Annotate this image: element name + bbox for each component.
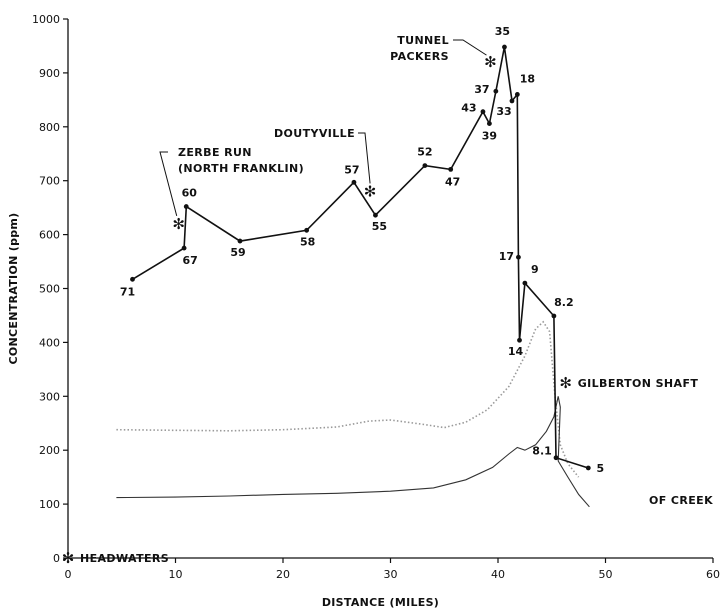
annotation-centralia: TUNNEL xyxy=(397,34,449,47)
x-tick-label: 30 xyxy=(384,568,398,581)
data-point-label: 8.1 xyxy=(532,445,552,458)
data-point xyxy=(237,238,243,244)
data-point-label: 39 xyxy=(482,130,497,143)
data-point xyxy=(422,163,428,169)
x-tick-label: 60 xyxy=(706,568,720,581)
y-tick-label: 400 xyxy=(39,336,60,349)
leader-line xyxy=(453,39,487,56)
y-tick-label: 500 xyxy=(39,283,60,296)
data-point xyxy=(181,245,187,251)
annotation-north-franklin: (NORTH FRANKLIN) xyxy=(178,162,304,175)
data-point xyxy=(351,179,357,185)
data-point-label: 43 xyxy=(461,102,476,115)
doutyville-marker-icon: ✻ xyxy=(364,182,377,200)
data-point xyxy=(522,280,528,286)
packers-marker-icon: ✻ xyxy=(559,374,572,392)
data-point xyxy=(183,204,189,209)
data-point-label: 33 xyxy=(496,105,511,118)
data-point-label: 5 xyxy=(596,462,604,475)
y-tick-label: 700 xyxy=(39,175,60,188)
data-point-label: 67 xyxy=(182,254,197,267)
data-point-label: 18 xyxy=(520,72,535,85)
data-point xyxy=(509,98,515,104)
series-line-thin xyxy=(116,396,590,508)
data-point xyxy=(130,276,135,282)
x-tick-label: 0 xyxy=(65,568,72,581)
x-tick-label: 50 xyxy=(599,568,613,581)
data-point xyxy=(551,313,557,319)
annotation-headwaters: OF CREEK xyxy=(649,494,713,507)
x-axis-title: DISTANCE (MILES) xyxy=(322,596,439,609)
x-tick-label: 20 xyxy=(276,568,290,581)
series-line-dotted xyxy=(116,320,580,478)
data-point-label: 8.2 xyxy=(554,296,574,309)
annotation-doutyville: DOUTYVILLE xyxy=(274,127,355,140)
data-point-label: 14 xyxy=(508,345,524,358)
data-point-label: 60 xyxy=(182,187,198,200)
annotations: ✻ ZERBE RUN (NORTH FRANKLIN) ✻ DOUTYVILLE ✻ TU… xyxy=(62,34,713,567)
data-point xyxy=(516,254,521,260)
y-tick-label: 900 xyxy=(39,67,60,80)
data-point-label: 9 xyxy=(531,263,539,276)
centralia-marker-icon: ✻ xyxy=(484,53,497,71)
y-tick-label: 200 xyxy=(39,444,60,457)
annotation-gilberton-shaft: HEADWATERS xyxy=(80,552,169,565)
y-tick-label: 100 xyxy=(39,498,60,511)
data-point-label: 58 xyxy=(300,235,315,248)
data-point xyxy=(585,465,591,471)
data-point xyxy=(448,166,454,172)
annotation-packers: GILBERTON SHAFT xyxy=(578,377,699,390)
data-point-label: 59 xyxy=(230,246,245,259)
leader-line xyxy=(358,132,371,184)
axes: 0 100 200 300 400 500 600 700 800 900 1000 0 10 20 30 4… xyxy=(7,13,720,609)
data-point xyxy=(514,92,520,97)
data-point xyxy=(493,88,499,94)
y-tick-label: 0 xyxy=(53,552,60,565)
data-point xyxy=(502,44,507,50)
data-point-label: 35 xyxy=(495,25,510,38)
data-point-label: 57 xyxy=(344,163,359,176)
x-tick-label: 40 xyxy=(491,568,505,581)
y-tick-label: 800 xyxy=(39,121,60,134)
data-point-label: 47 xyxy=(445,175,460,188)
y-tick-label: 1000 xyxy=(32,13,60,26)
data-point-label: 71 xyxy=(120,285,135,298)
point-labels: 71 67 60 59 58 57 55 52 47 43 39 37 35 33 18 17 14 9 8.2 8.… xyxy=(120,25,604,475)
data-point-label: 17 xyxy=(499,250,514,263)
gilberton-marker-icon: ✻ xyxy=(62,549,75,567)
annotation-tunnel: PACKERS xyxy=(390,50,449,63)
data-point-label: 52 xyxy=(417,146,432,159)
data-point-label: 37 xyxy=(474,83,489,96)
leader-line xyxy=(159,151,178,216)
data-point xyxy=(553,455,559,461)
x-tick-label: 10 xyxy=(169,568,183,581)
data-point-label: 55 xyxy=(372,220,387,233)
data-point xyxy=(517,337,522,343)
annotation-zerbe-run: ZERBE RUN xyxy=(178,146,252,159)
zerbe-run-marker-icon: ✻ xyxy=(172,215,185,233)
y-tick-label: 300 xyxy=(39,390,60,403)
series-layer xyxy=(116,44,591,508)
y-tick-label: 600 xyxy=(39,229,60,242)
data-point xyxy=(373,212,378,218)
data-point xyxy=(304,227,310,233)
data-point xyxy=(487,121,492,126)
y-axis-title: CONCENTRATION (ppm) xyxy=(7,212,20,364)
data-point xyxy=(480,109,486,115)
